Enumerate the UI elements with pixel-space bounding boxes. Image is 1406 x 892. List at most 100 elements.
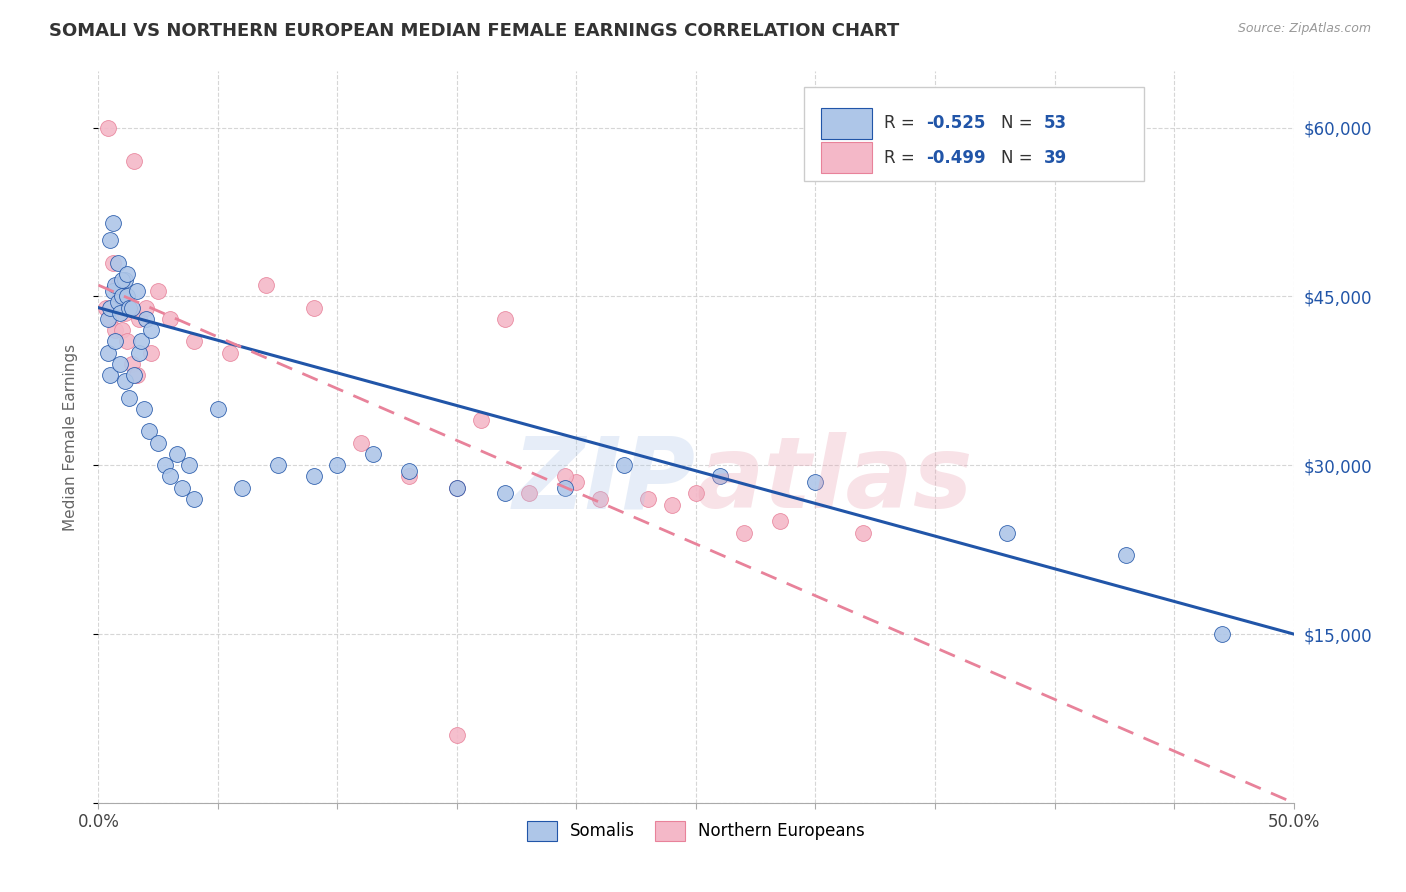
Point [107,278,129,293]
Point [111,289,134,303]
Point [326,458,349,473]
Text: Source: ZipAtlas.com: Source: ZipAtlas.com [1237,22,1371,36]
Point [101,255,124,269]
Point [159,469,181,483]
Text: 39: 39 [1043,149,1067,167]
Point [125,368,148,383]
Point [108,357,131,371]
Point [115,334,138,349]
Point [132,401,155,416]
Point [115,267,138,281]
Point [155,458,177,473]
Point [97,312,120,326]
Point [613,458,636,473]
Point [637,491,659,506]
Point [494,312,516,326]
Point [111,323,134,337]
Point [852,525,875,540]
Point [768,515,790,529]
Point [124,368,146,383]
Point [183,334,205,349]
Point [107,255,129,269]
Point [104,334,127,349]
Point [121,301,143,315]
Point [350,435,373,450]
Point [114,374,136,388]
Point [363,447,385,461]
Text: SOMALI VS NORTHERN EUROPEAN MEDIAN FEMALE EARNINGS CORRELATION CHART: SOMALI VS NORTHERN EUROPEAN MEDIAN FEMAL… [49,22,900,40]
FancyBboxPatch shape [821,143,872,173]
Point [494,486,516,500]
FancyBboxPatch shape [821,108,872,138]
Legend: Somalis, Northern Europeans: Somalis, Northern Europeans [519,813,873,849]
Point [101,284,124,298]
Point [94,301,117,315]
Text: atlas: atlas [696,433,973,530]
Point [104,323,127,337]
Point [709,469,731,483]
Point [128,345,150,359]
Text: N =: N = [1001,114,1038,132]
Point [101,216,124,230]
Point [589,491,612,506]
Point [267,458,290,473]
Point [139,323,162,337]
Y-axis label: Median Female Earnings: Median Female Earnings [63,343,77,531]
Point [254,278,277,293]
Point [139,345,162,359]
Point [118,301,141,315]
Point [124,154,146,169]
Point [1115,548,1137,562]
Point [733,525,755,540]
Text: -0.525: -0.525 [927,114,986,132]
Point [97,345,120,359]
Point [398,464,420,478]
Point [995,525,1018,540]
Point [135,301,157,315]
Point [125,284,148,298]
Point [115,289,138,303]
Point [1211,627,1233,641]
Point [219,345,242,359]
Point [98,233,122,247]
Point [128,312,150,326]
Point [114,306,136,320]
Point [517,486,540,500]
Text: R =: R = [883,149,920,167]
Point [470,413,492,427]
Point [148,284,170,298]
Point [148,435,170,450]
Text: -0.499: -0.499 [927,149,986,167]
Point [118,391,141,405]
Point [114,272,136,286]
Point [111,272,134,286]
Point [98,368,122,383]
Point [131,334,153,349]
Point [661,498,683,512]
Point [108,306,131,320]
Point [97,120,120,135]
Point [104,278,127,293]
Point [166,447,188,461]
Point [108,289,131,303]
Text: R =: R = [883,114,920,132]
Point [302,301,325,315]
Point [554,469,576,483]
Point [554,481,576,495]
Point [207,401,229,416]
Point [231,481,253,495]
Point [98,301,122,315]
Point [98,312,122,326]
Point [183,491,205,506]
Point [135,312,157,326]
Point [302,469,325,483]
Point [138,425,160,439]
Point [565,475,588,489]
Point [172,481,194,495]
Point [398,469,420,483]
Point [446,728,468,742]
Point [179,458,201,473]
Point [118,301,141,315]
Text: ZIP: ZIP [513,433,696,530]
Point [107,295,129,310]
